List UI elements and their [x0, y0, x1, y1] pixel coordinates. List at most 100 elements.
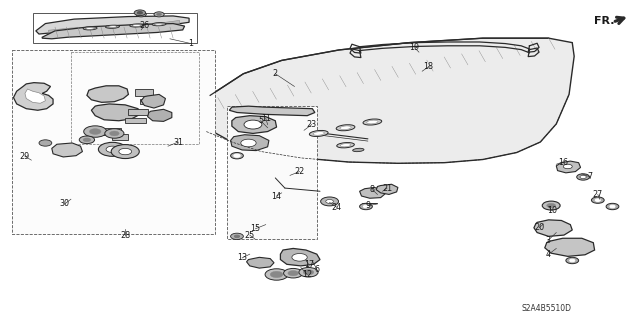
Polygon shape: [280, 249, 320, 266]
Ellipse shape: [337, 143, 355, 148]
Circle shape: [230, 233, 243, 240]
Circle shape: [321, 197, 339, 206]
Circle shape: [136, 12, 147, 17]
Ellipse shape: [340, 126, 351, 130]
Text: 20: 20: [534, 223, 544, 232]
Circle shape: [39, 140, 52, 146]
Polygon shape: [376, 184, 398, 195]
Text: 30: 30: [60, 199, 70, 208]
Polygon shape: [545, 238, 595, 256]
Text: 3: 3: [545, 236, 550, 245]
Circle shape: [157, 13, 162, 16]
Circle shape: [119, 148, 132, 155]
Text: FR.: FR.: [594, 16, 614, 26]
Text: 10: 10: [547, 206, 557, 215]
Polygon shape: [360, 188, 385, 198]
Circle shape: [84, 126, 107, 137]
Circle shape: [563, 164, 572, 169]
Circle shape: [90, 129, 101, 134]
Ellipse shape: [336, 125, 355, 131]
Circle shape: [566, 257, 579, 264]
Circle shape: [577, 174, 589, 180]
Ellipse shape: [86, 27, 95, 29]
Circle shape: [83, 138, 91, 142]
Text: 26: 26: [140, 21, 150, 30]
Polygon shape: [556, 161, 580, 173]
Polygon shape: [13, 83, 53, 110]
Text: 4: 4: [545, 250, 550, 259]
Circle shape: [139, 13, 144, 16]
Ellipse shape: [353, 148, 364, 152]
Polygon shape: [230, 135, 269, 151]
Ellipse shape: [83, 27, 97, 30]
Ellipse shape: [108, 26, 117, 28]
Circle shape: [288, 271, 298, 276]
Polygon shape: [36, 16, 189, 34]
Ellipse shape: [132, 25, 141, 26]
Text: 31: 31: [173, 137, 183, 146]
Polygon shape: [148, 109, 172, 122]
Circle shape: [154, 12, 164, 17]
Ellipse shape: [313, 132, 324, 135]
Bar: [227, 106, 317, 239]
Text: 14: 14: [271, 191, 282, 201]
Polygon shape: [206, 38, 574, 163]
Ellipse shape: [155, 23, 164, 25]
Circle shape: [580, 175, 586, 179]
Circle shape: [606, 203, 619, 210]
Text: 23: 23: [307, 120, 317, 129]
Polygon shape: [229, 106, 315, 116]
Circle shape: [138, 11, 143, 14]
Polygon shape: [246, 257, 274, 268]
Circle shape: [326, 199, 333, 203]
Text: 13: 13: [237, 254, 247, 263]
Circle shape: [99, 142, 127, 156]
Text: 21: 21: [382, 184, 392, 193]
Text: S2A4B5510D: S2A4B5510D: [521, 304, 571, 313]
Circle shape: [105, 129, 124, 138]
Circle shape: [234, 154, 240, 157]
Circle shape: [230, 152, 243, 159]
Circle shape: [79, 136, 95, 144]
Text: 8: 8: [370, 185, 375, 194]
Text: 19: 19: [410, 43, 420, 52]
Ellipse shape: [363, 119, 381, 125]
Text: 2: 2: [273, 69, 278, 78]
Circle shape: [234, 235, 239, 238]
Polygon shape: [42, 24, 184, 39]
Bar: [129, 109, 148, 115]
Polygon shape: [49, 20, 179, 33]
Text: 7: 7: [588, 173, 593, 182]
Circle shape: [265, 269, 288, 280]
Text: 1: 1: [189, 39, 193, 48]
Text: 6: 6: [314, 264, 319, 274]
Ellipse shape: [309, 130, 328, 137]
Circle shape: [106, 146, 119, 152]
Text: 15: 15: [250, 224, 260, 233]
Polygon shape: [534, 220, 572, 236]
Circle shape: [299, 268, 318, 277]
Circle shape: [134, 10, 146, 16]
Circle shape: [570, 259, 575, 262]
Circle shape: [111, 145, 140, 159]
Polygon shape: [92, 104, 140, 121]
Polygon shape: [87, 86, 129, 102]
Text: 29: 29: [20, 152, 30, 161]
Polygon shape: [232, 116, 276, 133]
Polygon shape: [141, 94, 166, 108]
Circle shape: [364, 205, 369, 208]
Circle shape: [542, 201, 560, 210]
Bar: [71, 52, 198, 144]
Bar: [135, 89, 153, 96]
Ellipse shape: [152, 23, 166, 26]
Ellipse shape: [340, 144, 351, 147]
Text: 5: 5: [258, 116, 263, 125]
Text: 24: 24: [332, 203, 342, 211]
Circle shape: [270, 271, 283, 278]
Circle shape: [292, 254, 307, 261]
Text: 27: 27: [593, 190, 603, 199]
Ellipse shape: [367, 120, 378, 124]
Bar: [113, 134, 129, 140]
Text: 12: 12: [302, 270, 312, 279]
Circle shape: [547, 203, 556, 208]
